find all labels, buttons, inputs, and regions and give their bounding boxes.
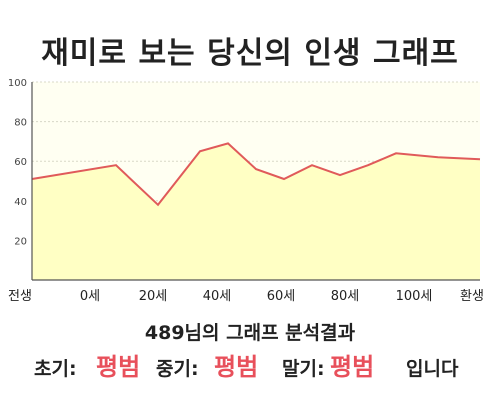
y-tick-label: 20 xyxy=(14,236,27,247)
mid-label: 중기: xyxy=(156,358,199,380)
x-tick-label: 60세 xyxy=(267,289,296,304)
analysis-summary: 489님의 그래프 분석결과 xyxy=(144,322,356,344)
y-tick-label: 80 xyxy=(14,118,27,129)
x-tick-label: 100세 xyxy=(396,289,433,304)
x-tick-label: 0세 xyxy=(80,289,100,304)
late-value: 평범 xyxy=(330,353,375,381)
life-line-series xyxy=(31,142,481,207)
early-label: 초기: xyxy=(34,358,77,380)
life-area-fill xyxy=(32,143,480,280)
y-tick-label: 60 xyxy=(14,157,27,168)
mid-value: 평범 xyxy=(214,353,259,381)
x-tick-label: 20세 xyxy=(139,289,168,304)
result-ending: 입니다 xyxy=(406,358,459,380)
result-line: 초기: 평범 중기: 평범 말기: 평범 입니다 xyxy=(0,344,500,381)
x-tick-label: 환생 xyxy=(460,289,484,304)
x-tick-label: 40세 xyxy=(203,289,232,304)
late-label: 말기: xyxy=(282,358,325,380)
x-tick-label: 80세 xyxy=(331,289,360,304)
page-title: 재미로 보는 당신의 인생 그래프 xyxy=(41,36,459,71)
x-tick-label: 전생 xyxy=(8,289,32,304)
y-tick-label: 100 xyxy=(8,78,27,89)
early-value: 평범 xyxy=(96,353,141,381)
y-tick-label: 40 xyxy=(14,197,27,208)
